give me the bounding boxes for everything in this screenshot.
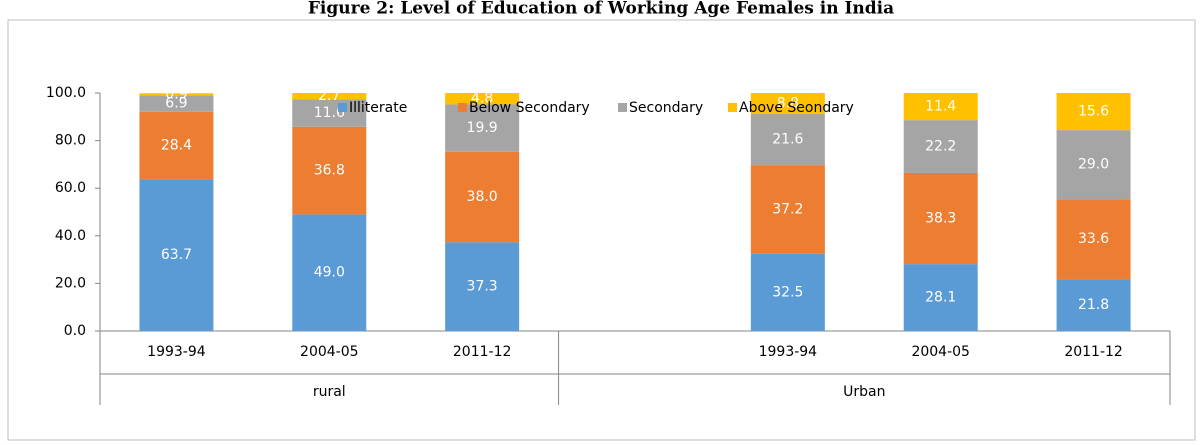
bar-segment xyxy=(750,253,825,331)
value-label: 21.8 xyxy=(1078,297,1109,313)
x-tick-label: 2004-05 xyxy=(911,344,970,360)
legend-label: Illiterate xyxy=(349,100,407,116)
value-label: 29.0 xyxy=(1078,157,1109,173)
bar-segment xyxy=(445,93,520,105)
bar-segment xyxy=(750,165,825,254)
bar-segment xyxy=(292,99,367,127)
value-label: 19.9 xyxy=(467,120,498,136)
bar-segment xyxy=(139,95,214,112)
bar-segment xyxy=(1056,199,1131,280)
bar-segment xyxy=(750,93,825,114)
bar-segment xyxy=(292,214,367,331)
bar-segment xyxy=(750,113,825,166)
value-label: 15.6 xyxy=(1078,104,1109,120)
y-tick-label: 0.0 xyxy=(64,323,86,339)
value-label: 32.5 xyxy=(772,284,803,300)
bar-segment xyxy=(292,93,367,100)
y-tick-label: 60.0 xyxy=(55,180,86,196)
chart-title: Figure 2: Level of Education of Working … xyxy=(308,0,894,19)
bar-segment xyxy=(445,242,520,331)
value-label: 4.8 xyxy=(471,91,493,107)
bar-segment xyxy=(139,93,214,96)
bar-segment xyxy=(445,151,520,243)
y-tick-label: 20.0 xyxy=(55,275,86,291)
legend-label: Above Seondary xyxy=(739,100,854,116)
legend-swatch xyxy=(728,103,737,112)
value-label: 37.3 xyxy=(467,279,498,295)
bar-segment xyxy=(139,111,214,180)
y-tick-label: 80.0 xyxy=(55,133,86,149)
value-label: 11.4 xyxy=(925,99,956,115)
value-label: 0.9 xyxy=(165,86,187,102)
value-label: 22.2 xyxy=(925,139,956,155)
x-tick-label: 1993-94 xyxy=(147,344,206,360)
legend-swatch xyxy=(338,103,347,112)
bar-segment xyxy=(292,126,367,215)
x-tick-label: 2004-05 xyxy=(300,344,359,360)
value-label: 6.9 xyxy=(165,96,187,112)
bar-segment xyxy=(1056,130,1131,200)
value-label: 37.2 xyxy=(772,201,803,217)
bar-segment xyxy=(903,264,978,331)
value-label: 2.7 xyxy=(318,88,340,104)
value-label: 33.6 xyxy=(1078,231,1109,247)
value-label: 36.8 xyxy=(314,163,345,179)
bar-segment xyxy=(903,120,978,173)
bar-segment xyxy=(445,104,520,152)
bar-segment xyxy=(139,179,214,331)
legend-swatch xyxy=(458,103,467,112)
value-label: 63.7 xyxy=(161,247,192,263)
group-label: rural xyxy=(313,384,346,400)
value-label: 38.3 xyxy=(925,211,956,227)
legend-label: Secondary xyxy=(629,100,703,116)
y-tick-label: 100.0 xyxy=(46,85,86,101)
value-label: 8.8 xyxy=(777,95,799,111)
value-label: 49.0 xyxy=(314,265,345,281)
group-label: Urban xyxy=(843,384,885,400)
legend-label: Below Secondary xyxy=(469,100,590,116)
x-tick-label: 2011-12 xyxy=(453,344,512,360)
y-tick-label: 40.0 xyxy=(55,228,86,244)
value-label: 11.6 xyxy=(314,105,345,121)
bar-segment xyxy=(903,172,978,265)
value-label: 28.1 xyxy=(925,290,956,306)
value-label: 38.0 xyxy=(467,189,498,205)
value-label: 28.4 xyxy=(161,138,192,154)
x-tick-label: 1993-94 xyxy=(759,344,818,360)
value-label: 21.6 xyxy=(772,131,803,147)
legend-swatch xyxy=(618,103,627,112)
bar-segment xyxy=(1056,279,1131,331)
x-tick-label: 2011-12 xyxy=(1064,344,1123,360)
bar-segment xyxy=(1056,93,1131,131)
bar-segment xyxy=(903,93,978,121)
